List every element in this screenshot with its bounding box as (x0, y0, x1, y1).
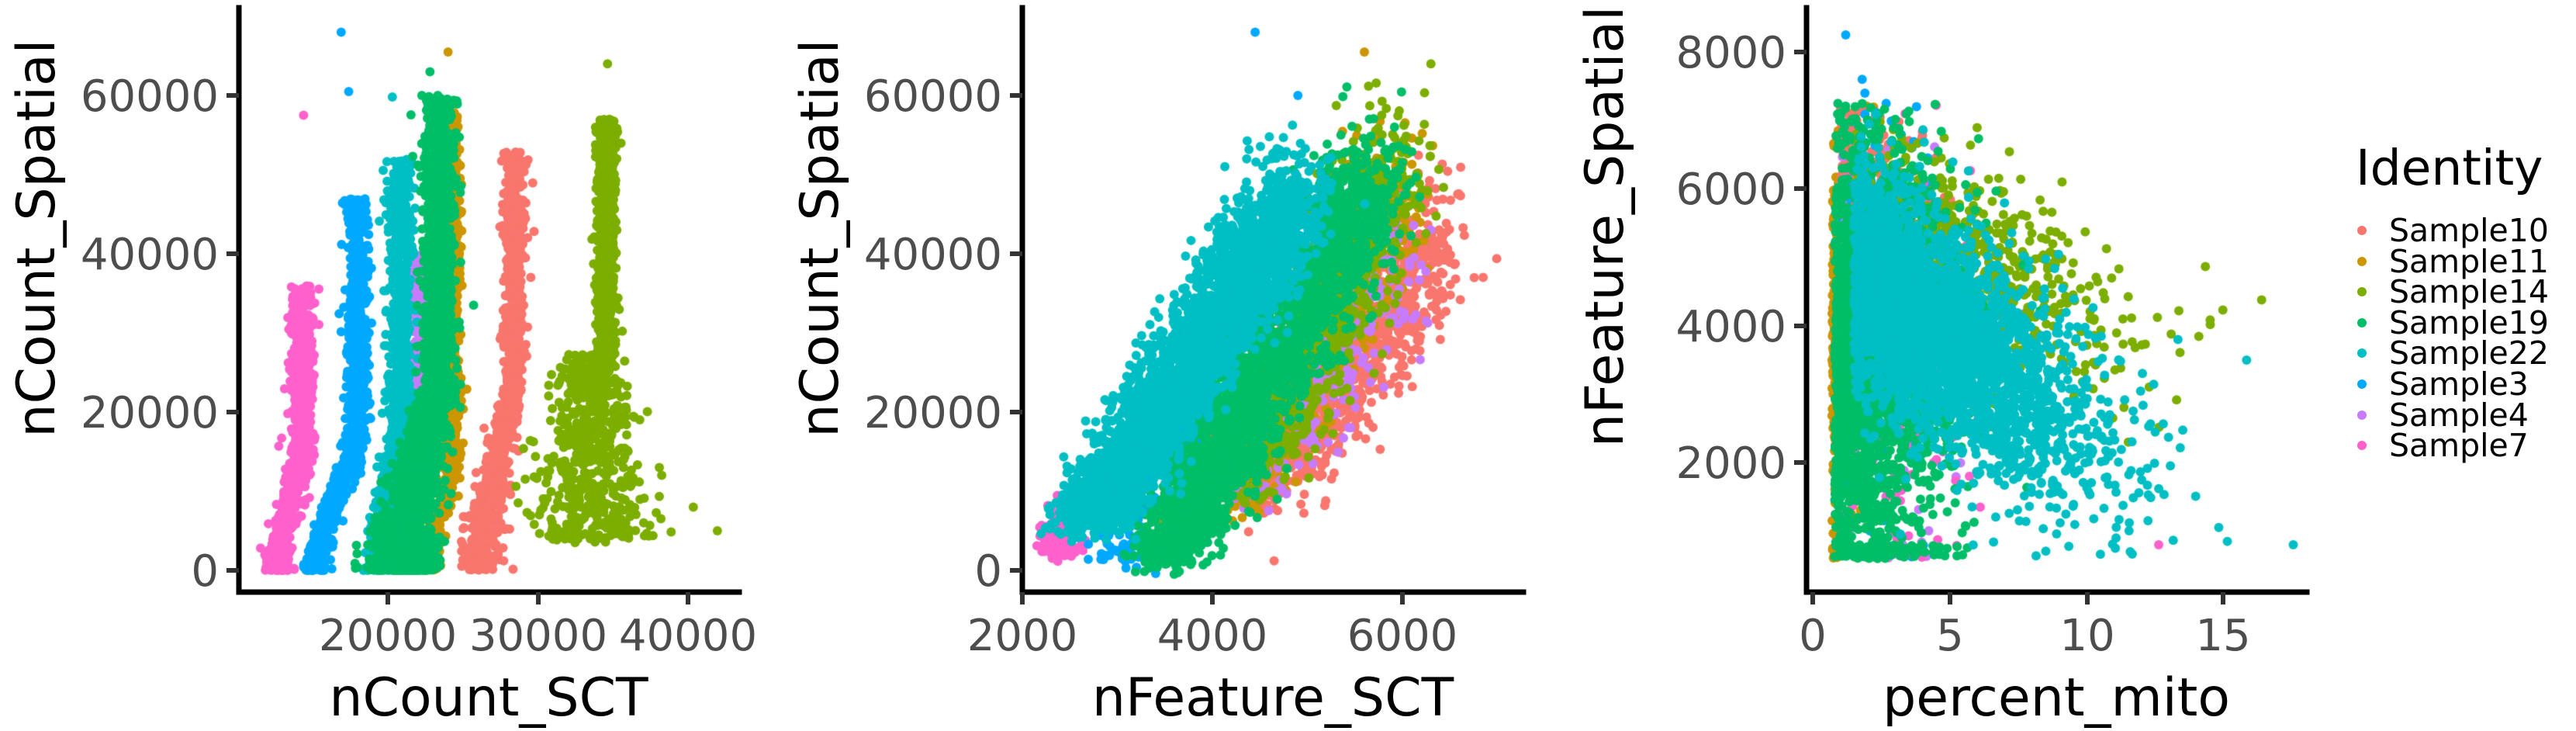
legend-label: Sample4 (2389, 397, 2529, 434)
legend-label: Sample19 (2389, 304, 2549, 341)
panel3-y-ticks: 2000 4000 6000 8000 (1675, 28, 1807, 489)
legend-dot-icon (2357, 441, 2367, 450)
y-tick-label: 40000 (81, 230, 219, 280)
legend-dot-icon (2357, 411, 2367, 420)
panel2-axis-lines (1019, 5, 1527, 595)
x-tick-label: 10 (2059, 611, 2114, 661)
legend-label: Sample14 (2389, 273, 2549, 310)
legend-dot-icon (2357, 348, 2367, 358)
panel-ncount-sct-vs-ncount-spatial: 0 20000 40000 60000 20000 30000 40000 nC… (6, 5, 757, 729)
x-tick-label: 6000 (1347, 611, 1458, 661)
y-axis-title: nCount_Spatial (790, 39, 851, 437)
x-tick-label: 5 (1936, 611, 1964, 661)
panel2-x-ticks: 2000 4000 6000 (967, 592, 1458, 661)
legend: Identity Sample10 Sample11 Sample14 Samp… (2356, 140, 2549, 464)
legend-item-sample7: Sample7 (2357, 427, 2529, 464)
legend-dot-icon (2357, 379, 2367, 389)
legend-label: Sample3 (2389, 366, 2529, 403)
panel1-axis-lines (236, 5, 742, 595)
x-tick-label: 15 (2195, 611, 2250, 661)
y-tick-label: 20000 (81, 388, 219, 438)
y-tick-label: 6000 (1675, 165, 1786, 215)
panel1-x-ticks: 20000 30000 40000 (319, 592, 757, 661)
x-axis-title: nFeature_SCT (1092, 667, 1454, 729)
y-tick-label: 2000 (1675, 438, 1786, 489)
x-axis-title: nCount_SCT (329, 667, 648, 729)
x-tick-label: 40000 (619, 611, 757, 661)
legend-dot-icon (2357, 257, 2367, 266)
legend-item-sample4: Sample4 (2357, 397, 2529, 434)
legend-item-sample10: Sample10 (2357, 212, 2549, 249)
panel1-y-ticks: 0 20000 40000 60000 (81, 71, 239, 597)
panel3-x-ticks: 0 5 10 15 (1799, 592, 2251, 661)
y-tick-label: 0 (974, 546, 1002, 597)
legend-dot-icon (2357, 287, 2367, 296)
y-tick-label: 20000 (864, 388, 1002, 438)
y-tick-label: 0 (191, 546, 219, 597)
legend-item-sample11: Sample11 (2357, 243, 2549, 280)
legend-label: Sample10 (2389, 212, 2549, 249)
panel3-axis-lines (1803, 5, 2310, 595)
y-tick-label: 40000 (864, 230, 1002, 280)
y-axis-title: nFeature_Spatial (1575, 6, 1636, 447)
legend-title: Identity (2356, 140, 2543, 196)
y-tick-label: 60000 (81, 71, 219, 122)
panel-nfeature-sct-vs-ncount-spatial: 0 20000 40000 60000 2000 4000 6000 nFeat… (790, 5, 1527, 729)
legend-item-sample3: Sample3 (2357, 366, 2529, 403)
x-tick-label: 4000 (1157, 611, 1268, 661)
legend-item-sample14: Sample14 (2357, 273, 2549, 310)
legend-item-sample22: Sample22 (2357, 334, 2549, 372)
x-tick-label: 0 (1799, 611, 1827, 661)
legend-label: Sample22 (2389, 334, 2549, 372)
x-tick-label: 2000 (967, 611, 1078, 661)
panel-percent-mito-vs-nfeature-spatial: 2000 4000 6000 8000 0 5 10 15 percent_mi… (1575, 5, 2310, 729)
x-tick-label: 30000 (469, 611, 607, 661)
legend-dot-icon (2357, 318, 2367, 327)
y-tick-label: 8000 (1675, 28, 1786, 78)
y-tick-label: 4000 (1675, 302, 1786, 352)
y-tick-label: 60000 (864, 71, 1002, 122)
legend-dot-icon (2357, 226, 2367, 235)
legend-label: Sample11 (2389, 243, 2549, 280)
panel2-y-ticks: 0 20000 40000 60000 (864, 71, 1022, 597)
x-tick-label: 20000 (319, 611, 457, 661)
y-axis-title: nCount_Spatial (6, 39, 67, 437)
legend-label: Sample7 (2389, 427, 2529, 464)
x-axis-title: percent_mito (1883, 667, 2230, 729)
legend-item-sample19: Sample19 (2357, 304, 2549, 341)
